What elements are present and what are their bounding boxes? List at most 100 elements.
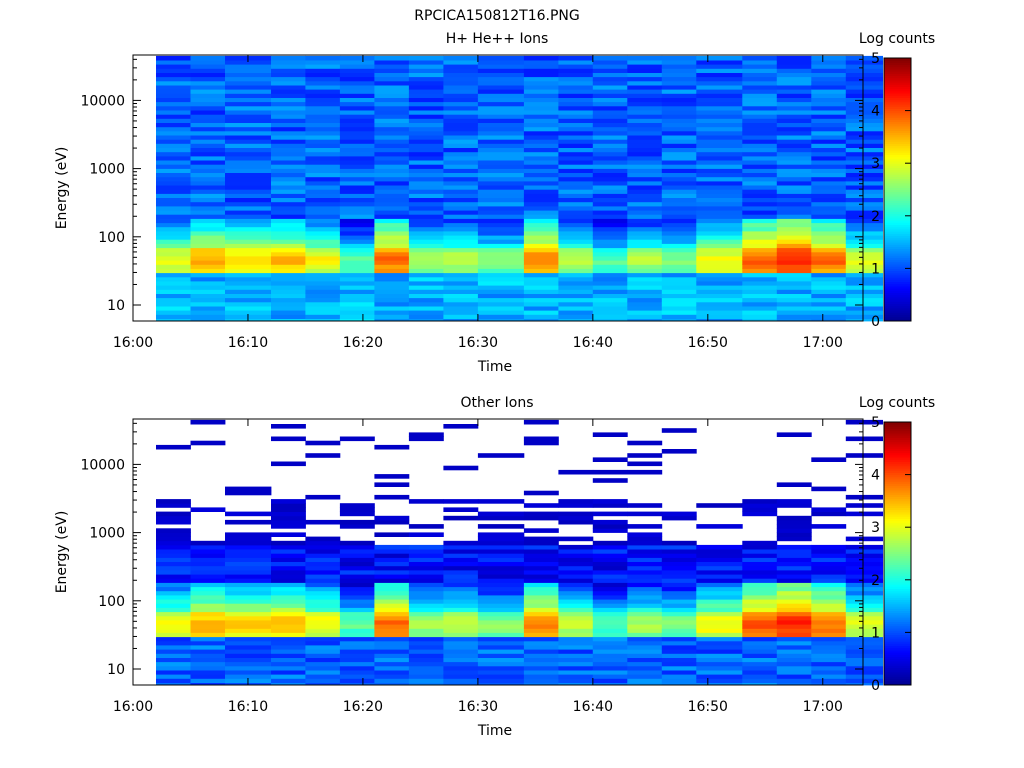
heatmap-cell [558,189,594,194]
heatmap-cell [776,599,812,604]
heatmap-cell [627,210,663,215]
heatmap-cell [408,76,444,82]
heatmap-cell [845,256,883,261]
heatmap-cell [477,653,525,658]
colorbar-segment [884,279,911,283]
heatmap-cell [443,218,479,224]
heatmap-cell [190,97,226,103]
heatmap-cell [339,110,375,115]
heatmap-cell [271,80,306,86]
heatmap-cell [443,678,479,683]
heatmap-cell [443,653,479,658]
heatmap-cell [339,172,375,178]
heatmap-cell [845,570,883,575]
heatmap-cell [156,214,191,219]
heatmap-cell [271,293,306,299]
heatmap-cell [443,499,479,504]
colorbar-segment [884,222,911,226]
heatmap-cell [305,97,341,103]
heatmap-cell [558,160,594,165]
heatmap-cell [558,76,594,82]
heatmap-cell [558,130,594,136]
heatmap-cell [305,665,341,671]
heatmap-cell [190,143,226,148]
heatmap-cell [627,595,663,600]
heatmap-cell [271,540,306,546]
heatmap-cell [811,457,847,462]
colorbar-segment [884,150,911,153]
heatmap-cell [523,164,559,169]
heatmap-cell [845,139,883,144]
colorbar-segment [884,520,911,524]
heatmap-cell [627,256,663,261]
heatmap-cell [845,645,883,650]
heatmap-cell [845,193,883,198]
heatmap-cell [443,645,479,650]
heatmap-cell [523,528,559,533]
heatmap-cell [443,130,479,136]
heatmap-cell [661,139,697,144]
heatmap-cell [374,285,410,290]
heatmap-cell [190,85,226,90]
heatmap-cell [661,151,697,157]
heatmap-cell [271,640,306,646]
heatmap-cell [190,607,226,613]
heatmap-cell [443,557,479,562]
heatmap-cell [742,251,778,257]
heatmap-cell [558,155,594,161]
heatmap-cell [742,615,778,621]
heatmap-cell [523,515,559,521]
heatmap-cell [742,310,778,315]
heatmap-cell [661,197,697,203]
heatmap-cell [305,239,341,244]
colorbar-segment [884,533,911,537]
heatmap-cell [271,164,306,169]
heatmap-cell [271,306,306,311]
heatmap-cell [776,657,812,663]
heatmap-cell [408,582,444,588]
heatmap-cell [811,611,847,617]
heatmap-cell [627,561,663,567]
heatmap-cell [811,657,847,663]
heatmap-cell [190,301,226,307]
heatmap-cell [374,661,410,667]
heatmap-cell [305,453,341,458]
heatmap-cell [190,210,226,215]
heatmap-cell [477,306,525,311]
heatmap-cell [305,607,341,613]
heatmap-cell [661,260,697,265]
colorbar-segment [884,257,911,261]
heatmap-cell [190,193,226,198]
heatmap-cell [339,55,375,61]
heatmap-cell [592,657,628,663]
colorbar-segment [884,187,911,190]
heatmap-cell [408,243,444,249]
heatmap-cell [477,632,525,638]
colorbar-segment [884,176,911,180]
heatmap-cell [443,540,479,546]
heatmap-cell [339,135,375,140]
heatmap-cell [271,122,306,128]
x-tick-label: 16:50 [688,699,728,715]
heatmap-cell [477,189,525,194]
heatmap-cell [696,97,743,103]
heatmap-cell [627,160,663,165]
heatmap-cell [811,670,847,675]
heatmap-cell [811,264,847,269]
heatmap-cell [742,297,778,303]
colorbar-segment [884,470,911,473]
heatmap-cell [190,440,226,446]
heatmap-cell [811,105,847,111]
heatmap-cell [776,126,812,132]
heatmap-cell [156,247,191,253]
heatmap-cell [271,168,306,173]
heatmap-cell [523,578,559,583]
heatmap-cell [592,251,628,257]
heatmap-cell [156,306,191,311]
heatmap-cell [477,72,525,78]
heatmap-cell [156,151,191,157]
heatmap-cell [776,197,812,203]
heatmap-cell [271,210,306,215]
heatmap-cell [271,549,306,554]
colorbar-segment [884,483,911,487]
